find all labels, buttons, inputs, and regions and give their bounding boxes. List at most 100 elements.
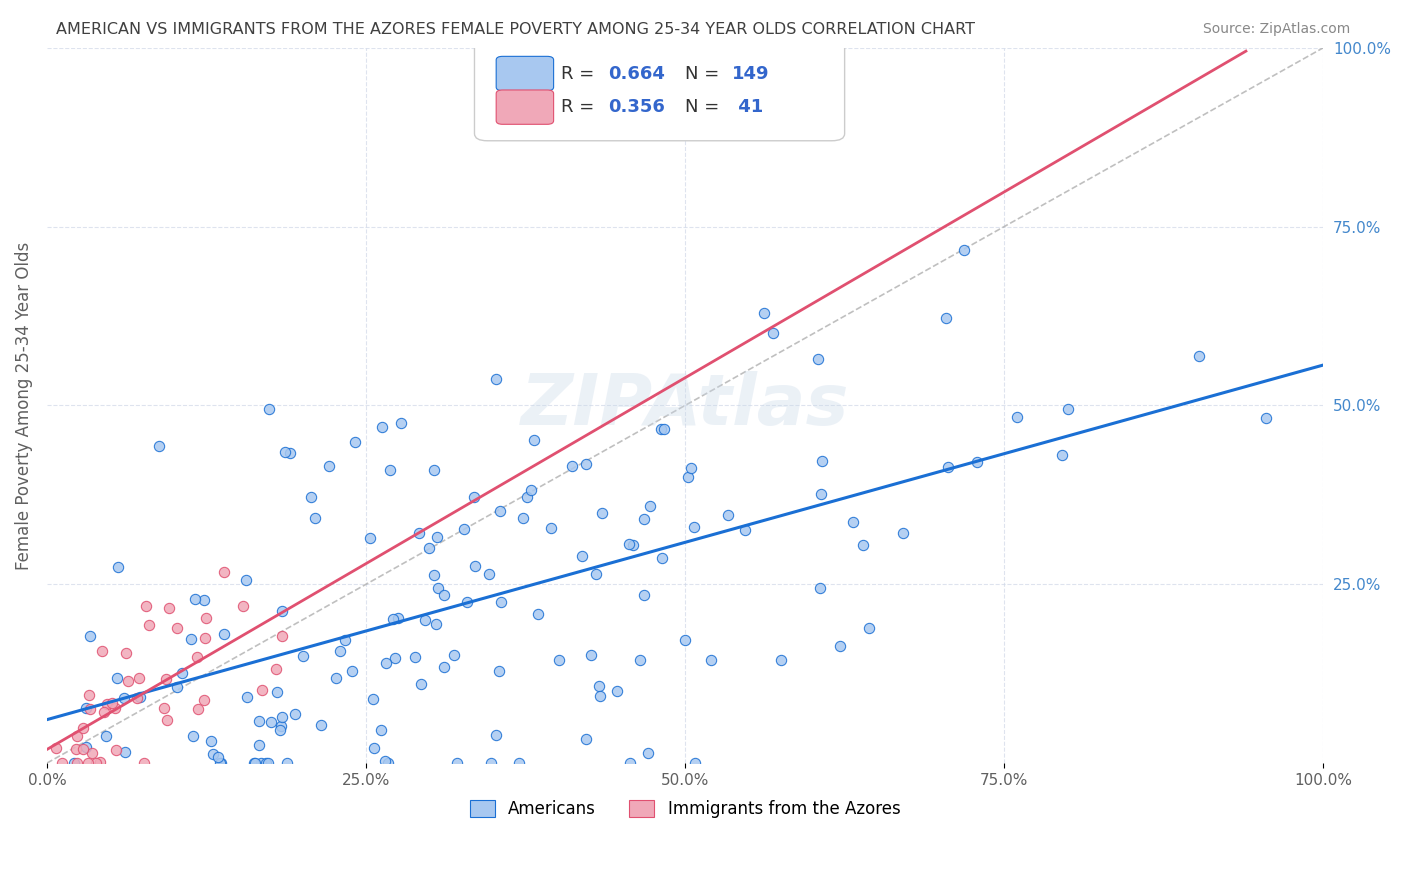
Point bbox=[371, 420, 394, 434]
Point bbox=[235, 574, 257, 588]
Point bbox=[617, 537, 640, 551]
Point bbox=[269, 723, 291, 737]
Point bbox=[734, 523, 756, 537]
Point bbox=[65, 742, 87, 756]
Point bbox=[212, 566, 235, 580]
Point bbox=[591, 506, 613, 520]
Point bbox=[152, 701, 174, 715]
Point bbox=[156, 713, 179, 727]
Point bbox=[247, 738, 270, 752]
Point bbox=[382, 612, 405, 626]
Point bbox=[588, 679, 610, 693]
Point bbox=[249, 714, 271, 728]
Point bbox=[516, 490, 538, 504]
Point bbox=[257, 402, 280, 417]
Point bbox=[107, 560, 129, 574]
Text: 0.664: 0.664 bbox=[609, 64, 665, 83]
Point bbox=[75, 701, 97, 715]
Point bbox=[479, 756, 502, 771]
Point bbox=[318, 459, 340, 474]
Point bbox=[935, 311, 957, 326]
Point bbox=[810, 487, 832, 501]
Point bbox=[676, 470, 699, 484]
Point bbox=[443, 648, 465, 662]
Point bbox=[374, 754, 396, 768]
Point bbox=[117, 674, 139, 689]
Text: N =: N = bbox=[685, 64, 725, 83]
Point bbox=[155, 672, 177, 686]
Point bbox=[96, 698, 118, 712]
Point bbox=[104, 701, 127, 715]
Point bbox=[138, 618, 160, 632]
Point bbox=[271, 710, 294, 724]
Point bbox=[377, 756, 399, 771]
Point bbox=[575, 457, 598, 471]
Point bbox=[212, 627, 235, 641]
Point bbox=[675, 633, 697, 648]
Point bbox=[51, 756, 73, 771]
Point bbox=[579, 648, 602, 662]
Point bbox=[80, 746, 103, 760]
Point bbox=[77, 688, 100, 702]
Point bbox=[254, 756, 277, 771]
Point bbox=[446, 756, 468, 771]
Point bbox=[387, 611, 409, 625]
Point bbox=[114, 745, 136, 759]
Point bbox=[427, 582, 450, 596]
Point bbox=[63, 756, 86, 771]
Point bbox=[633, 512, 655, 526]
Point bbox=[463, 490, 485, 504]
Point bbox=[418, 541, 440, 555]
Point bbox=[637, 746, 659, 760]
Point bbox=[374, 656, 396, 670]
Point bbox=[232, 599, 254, 613]
Point bbox=[1256, 411, 1278, 425]
Point bbox=[129, 690, 152, 704]
Point bbox=[606, 684, 628, 698]
Point bbox=[93, 705, 115, 719]
Point bbox=[650, 422, 672, 436]
Point bbox=[408, 525, 430, 540]
Point bbox=[304, 511, 326, 525]
Text: R =: R = bbox=[561, 98, 600, 116]
Point bbox=[478, 566, 501, 581]
Point bbox=[344, 435, 367, 450]
Point bbox=[1057, 401, 1080, 416]
Point bbox=[453, 522, 475, 536]
Point bbox=[266, 662, 288, 676]
Point bbox=[621, 538, 644, 552]
Point bbox=[325, 671, 347, 685]
Point bbox=[72, 721, 94, 735]
Point bbox=[256, 756, 278, 771]
Point bbox=[485, 372, 508, 386]
Point bbox=[423, 567, 446, 582]
Point bbox=[276, 756, 298, 771]
Point bbox=[683, 519, 706, 533]
Point bbox=[561, 458, 583, 473]
Point bbox=[361, 692, 384, 706]
Point bbox=[409, 677, 432, 691]
Point bbox=[187, 702, 209, 716]
Point bbox=[619, 756, 641, 771]
Point bbox=[91, 643, 114, 657]
Point bbox=[842, 515, 865, 529]
Point bbox=[422, 463, 444, 477]
Point bbox=[209, 756, 232, 771]
Point bbox=[105, 743, 128, 757]
Point bbox=[181, 729, 204, 743]
Point bbox=[299, 490, 322, 504]
Point bbox=[148, 439, 170, 453]
Point bbox=[571, 549, 593, 564]
Point bbox=[284, 706, 307, 721]
Point bbox=[359, 531, 381, 545]
Point bbox=[134, 756, 156, 771]
Point bbox=[157, 600, 180, 615]
Point bbox=[380, 463, 402, 477]
Point bbox=[752, 305, 775, 319]
Point bbox=[66, 729, 89, 743]
Text: Source: ZipAtlas.com: Source: ZipAtlas.com bbox=[1202, 22, 1350, 37]
Point bbox=[523, 434, 546, 448]
Point bbox=[193, 693, 215, 707]
FancyBboxPatch shape bbox=[496, 56, 554, 91]
Point bbox=[193, 592, 215, 607]
